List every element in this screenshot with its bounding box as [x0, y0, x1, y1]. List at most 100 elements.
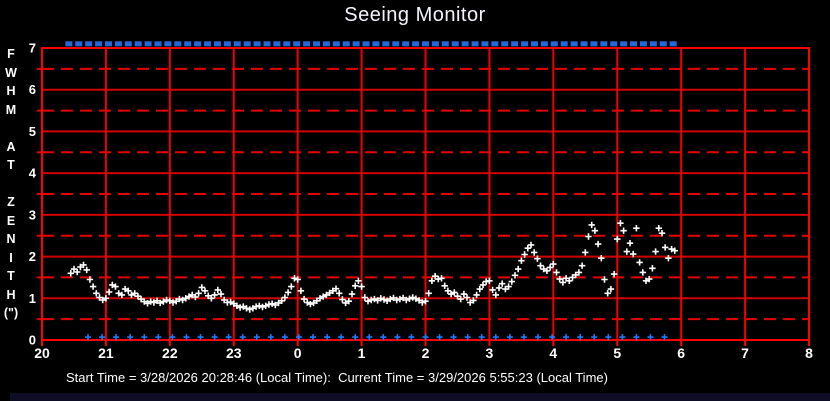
top-status-marker — [659, 41, 667, 47]
y-axis-letter: W — [5, 65, 17, 80]
x-tick-label: 20 — [34, 345, 50, 361]
top-status-marker — [610, 41, 618, 47]
top-status-marker — [451, 41, 459, 47]
top-status-marker — [104, 41, 112, 47]
bottom-status-markers — [85, 334, 668, 341]
y-axis-letter: N — [6, 232, 16, 246]
y-axis-letter: (") — [3, 306, 19, 320]
y-tick-label: 1 — [29, 291, 36, 306]
top-status-marker — [540, 41, 548, 47]
top-status-marker — [204, 41, 212, 47]
top-status-marker — [570, 41, 578, 47]
top-status-marker — [342, 41, 350, 47]
top-status-marker — [184, 41, 192, 47]
top-status-marker — [630, 41, 638, 47]
y-tick-label: 2 — [29, 249, 36, 264]
x-tick-label: 23 — [226, 345, 242, 361]
x-tick-label: 0 — [294, 345, 302, 361]
top-status-marker — [481, 41, 489, 47]
top-status-marker — [431, 41, 439, 47]
x-tick-label: 5 — [613, 345, 621, 361]
x-tick-label: 4 — [549, 345, 557, 361]
top-status-marker — [530, 41, 538, 47]
top-status-marker — [669, 41, 677, 47]
top-status-marker — [293, 41, 301, 47]
y-axis-letter: A — [6, 139, 16, 154]
x-tick-label: 22 — [162, 345, 178, 361]
x-tick-label: 7 — [741, 345, 749, 361]
top-status-marker — [620, 41, 628, 47]
top-status-marker — [392, 41, 400, 47]
top-status-marker — [243, 41, 251, 47]
top-status-marker — [313, 41, 321, 47]
top-status-marker — [412, 41, 420, 47]
top-status-marker — [263, 41, 271, 47]
y-tick-label: 7 — [29, 41, 36, 56]
y-axis-letter: H — [6, 84, 16, 98]
top-status-marker — [154, 41, 162, 47]
top-status-marker — [580, 41, 588, 47]
top-status-marker — [124, 41, 132, 47]
top-status-marker — [521, 41, 529, 47]
top-status-marker — [95, 41, 103, 47]
top-status-marker — [144, 41, 152, 47]
y-axis-letter: I — [9, 250, 13, 265]
top-status-marker — [501, 41, 509, 47]
y-axis-letter: T — [7, 269, 15, 283]
x-tick-label: 8 — [805, 345, 813, 361]
top-status-marker — [491, 41, 499, 47]
x-tick-label: 6 — [677, 345, 685, 361]
x-tick-label: 1 — [358, 345, 366, 361]
chart-title: Seeing Monitor — [344, 4, 486, 26]
top-status-marker — [322, 41, 330, 47]
top-status-marker — [649, 41, 657, 47]
top-status-marker — [273, 41, 281, 47]
top-status-marker — [590, 41, 598, 47]
top-status-marker — [372, 41, 380, 47]
top-status-marker — [600, 41, 608, 47]
y-axis-letter: M — [5, 102, 17, 117]
top-status-marker — [422, 41, 429, 47]
top-status-marker — [511, 41, 519, 47]
top-status-marker — [114, 41, 122, 47]
top-status-marker — [283, 41, 291, 47]
y-axis-letter: Z — [7, 195, 15, 209]
top-status-marker — [134, 41, 142, 47]
y-axis-letter: H — [6, 287, 16, 302]
top-status-marker — [332, 41, 340, 47]
y-axis-letter: E — [6, 213, 16, 228]
top-status-marker — [382, 41, 390, 47]
top-status-marker — [362, 41, 370, 47]
y-axis-letter: T — [7, 158, 15, 172]
top-status-marker — [174, 41, 182, 47]
top-status-marker — [75, 41, 83, 47]
y-tick-label: 5 — [29, 124, 36, 139]
y-axis-letter: F — [7, 47, 15, 61]
top-status-marker — [85, 41, 93, 47]
y-tick-label: 4 — [29, 166, 37, 181]
x-tick-label: 3 — [486, 345, 494, 361]
top-status-marker — [441, 41, 449, 47]
top-status-marker — [402, 41, 410, 47]
bottom-strip — [10, 393, 830, 401]
top-status-marker — [550, 41, 558, 47]
top-status-marker — [560, 41, 568, 47]
top-status-marker — [194, 41, 202, 47]
y-tick-label: 6 — [29, 82, 36, 97]
fwhm-data-markers — [67, 220, 678, 313]
top-status-marker — [639, 41, 647, 47]
top-status-marker — [352, 41, 360, 47]
top-status-marker — [461, 41, 469, 47]
top-status-marker — [233, 41, 241, 47]
top-status-marker — [213, 41, 221, 47]
y-tick-label: 3 — [29, 207, 36, 222]
top-status-marker — [303, 41, 311, 47]
x-tick-label: 2 — [422, 345, 430, 361]
top-status-marker — [65, 41, 73, 47]
y-tick-label: 0 — [29, 333, 36, 348]
top-status-marker — [223, 41, 231, 47]
top-status-marker — [253, 41, 261, 47]
